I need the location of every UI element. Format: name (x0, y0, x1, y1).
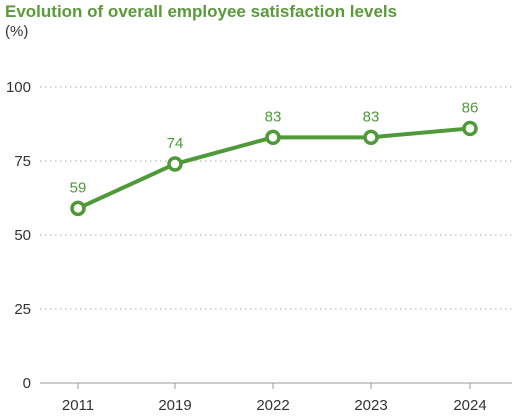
y-tick-label: 25 (14, 301, 31, 318)
x-tick-label: 2023 (354, 397, 387, 414)
data-label: 86 (462, 99, 479, 116)
data-point (363, 129, 379, 146)
x-tick-label: 2022 (256, 397, 289, 414)
data-point (167, 156, 183, 172)
y-tick-label: 0 (23, 375, 31, 392)
data-label: 83 (363, 108, 380, 125)
data-label: 83 (265, 108, 282, 125)
data-label: 74 (167, 135, 184, 152)
y-unit-label: (%) (5, 23, 29, 40)
y-tick-label: 50 (14, 227, 31, 244)
chart-title: Evolution of overall employee satisfacti… (5, 2, 398, 21)
data-point (70, 200, 86, 217)
data-point (462, 120, 478, 137)
x-tick-label: 2011 (62, 397, 94, 414)
y-tick-label: 100 (6, 79, 31, 96)
x-tick-label: 2019 (158, 397, 191, 414)
data-point (265, 129, 281, 146)
data-label: 59 (70, 179, 87, 196)
x-tick-label: 2024 (453, 397, 486, 414)
y-tick-label: 75 (14, 153, 31, 170)
